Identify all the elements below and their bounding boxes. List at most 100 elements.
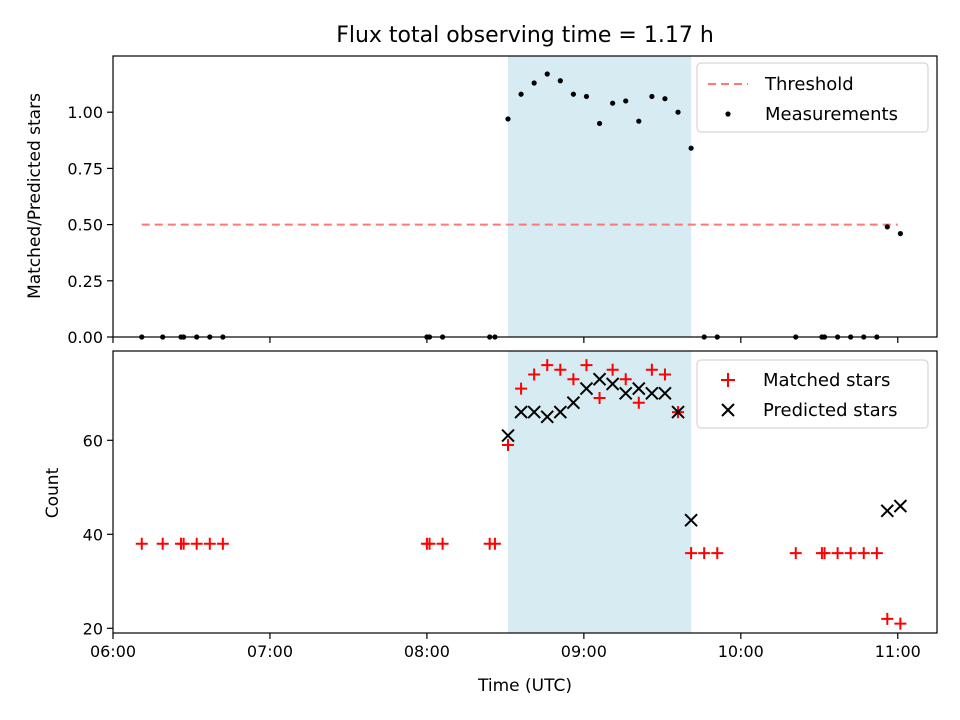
top-y-axis-label: Matched/Predicted stars — [25, 93, 45, 299]
bottom-x-ticks: 06:00 07:00 08:00 09:00 10:00 11:00 — [90, 633, 921, 661]
legend-predicted-label: Predicted stars — [763, 400, 897, 421]
matched-star-point — [645, 363, 658, 376]
matched-star-point — [698, 547, 711, 560]
measurement-point — [505, 116, 511, 122]
matched-star-point — [619, 373, 632, 386]
predicted-star-point — [619, 386, 633, 401]
matched-star-point — [190, 537, 203, 550]
measurement-point — [662, 96, 668, 102]
bottom-series — [135, 359, 908, 630]
measurement-point — [544, 71, 550, 77]
legend-threshold-label: Threshold — [764, 74, 854, 95]
predicted-star-point — [671, 405, 685, 419]
matched-star-point — [156, 537, 169, 550]
top-y-tick-label: 0.25 — [67, 272, 103, 291]
predicted-star-point — [645, 386, 659, 401]
matched-star-point — [685, 547, 698, 560]
top-observing-window-span — [507, 56, 692, 337]
x-tick-label: 06:00 — [90, 642, 136, 661]
matched-star-point — [818, 547, 831, 560]
matched-star-point — [528, 368, 541, 381]
legend-matched-label: Matched stars — [763, 370, 890, 391]
measurement-point — [610, 100, 616, 106]
legend-measurements-label: Measurements — [765, 104, 898, 125]
matched-star-point — [177, 537, 190, 550]
measurement-point — [570, 91, 576, 97]
bottom-y-axis-label: Count — [43, 467, 63, 518]
matched-star-point — [606, 363, 619, 376]
legend-measurements-swatch — [725, 111, 731, 117]
top-y-tick-label: 0.00 — [67, 328, 103, 347]
measurement-point — [884, 224, 890, 230]
bottom-legend: Matched stars Predicted stars — [696, 359, 929, 429]
bottom-plot-frame — [112, 350, 938, 634]
bot-y-tick-label: 20 — [83, 619, 103, 638]
matched-star-point — [488, 537, 501, 550]
measurement-point — [897, 230, 903, 237]
matched-star-point — [711, 547, 724, 560]
bottom-y-ticks: 20 40 60 — [83, 431, 113, 638]
predicted-star-point — [632, 381, 646, 396]
matched-star-point — [216, 537, 229, 550]
matched-star-point — [436, 537, 449, 550]
measurement-point — [623, 98, 629, 104]
predicted-star-point — [880, 504, 895, 518]
predicted-star-point — [553, 405, 568, 419]
predicted-star-point — [527, 405, 541, 419]
measurement-point — [675, 109, 681, 115]
matched-star-point — [203, 537, 216, 550]
measurement-point — [557, 78, 563, 84]
legend-matched-swatch — [721, 373, 735, 387]
matched-star-point — [515, 382, 528, 395]
bottom-panel: 06:00 07:00 08:00 09:00 10:00 11:00 20 40 60 Co… — [43, 350, 938, 696]
top-y-tick-label: 0.75 — [67, 159, 103, 178]
matched-star-point — [567, 373, 580, 386]
x-tick-label: 09:00 — [561, 642, 607, 661]
top-panel: 0.00 0.25 0.50 0.75 1.00 Matched/Predicted s… — [25, 55, 938, 347]
matched-star-point — [423, 537, 436, 550]
matched-star-point — [789, 547, 802, 560]
predicted-star-point — [893, 499, 908, 513]
bot-y-tick-label: 60 — [83, 431, 103, 450]
measurement-point — [531, 80, 537, 86]
top-y-tick-label: 0.50 — [67, 216, 103, 235]
x-tick-label: 07:00 — [247, 642, 293, 661]
matched-star-point — [580, 359, 593, 372]
top-legend: Threshold Measurements — [696, 62, 929, 133]
predicted-star-point — [540, 410, 554, 424]
top-y-tick-label: 1.00 — [67, 103, 103, 122]
bottom-legend-box — [696, 359, 929, 429]
predicted-star-point — [592, 372, 607, 386]
matched-star-point — [844, 547, 857, 560]
matched-star-point — [870, 547, 883, 560]
measurement-point — [596, 120, 603, 127]
matched-star-point — [501, 439, 514, 451]
predicted-star-point — [514, 405, 528, 419]
matched-star-point — [881, 612, 894, 625]
measurement-point — [583, 93, 590, 100]
top-plot-frame — [112, 55, 938, 338]
matched-star-point — [554, 363, 567, 376]
predicted-star-point — [566, 395, 581, 410]
matched-star-point — [658, 368, 671, 381]
measurement-point — [518, 91, 524, 97]
legend-predicted-swatch — [721, 403, 735, 417]
matched-star-point — [632, 396, 645, 409]
matched-star-point — [831, 547, 844, 560]
matched-star-point — [857, 547, 870, 560]
x-tick-label: 11:00 — [875, 642, 921, 661]
predicted-star-point — [501, 428, 515, 443]
predicted-star-point — [579, 381, 594, 396]
measurement-point — [636, 118, 642, 124]
bot-y-tick-label: 40 — [83, 525, 103, 544]
top-y-ticks: 0.00 0.25 0.50 0.75 1.00 — [67, 103, 113, 347]
predicted-star-point — [684, 513, 698, 527]
x-tick-label: 10:00 — [718, 642, 764, 661]
matched-star-point — [541, 359, 554, 372]
x-axis-label: Time (UTC) — [477, 676, 572, 696]
predicted-star-point — [605, 377, 620, 391]
measurement-point — [649, 93, 655, 100]
measurement-point — [688, 145, 694, 151]
predicted-star-point — [658, 386, 672, 401]
